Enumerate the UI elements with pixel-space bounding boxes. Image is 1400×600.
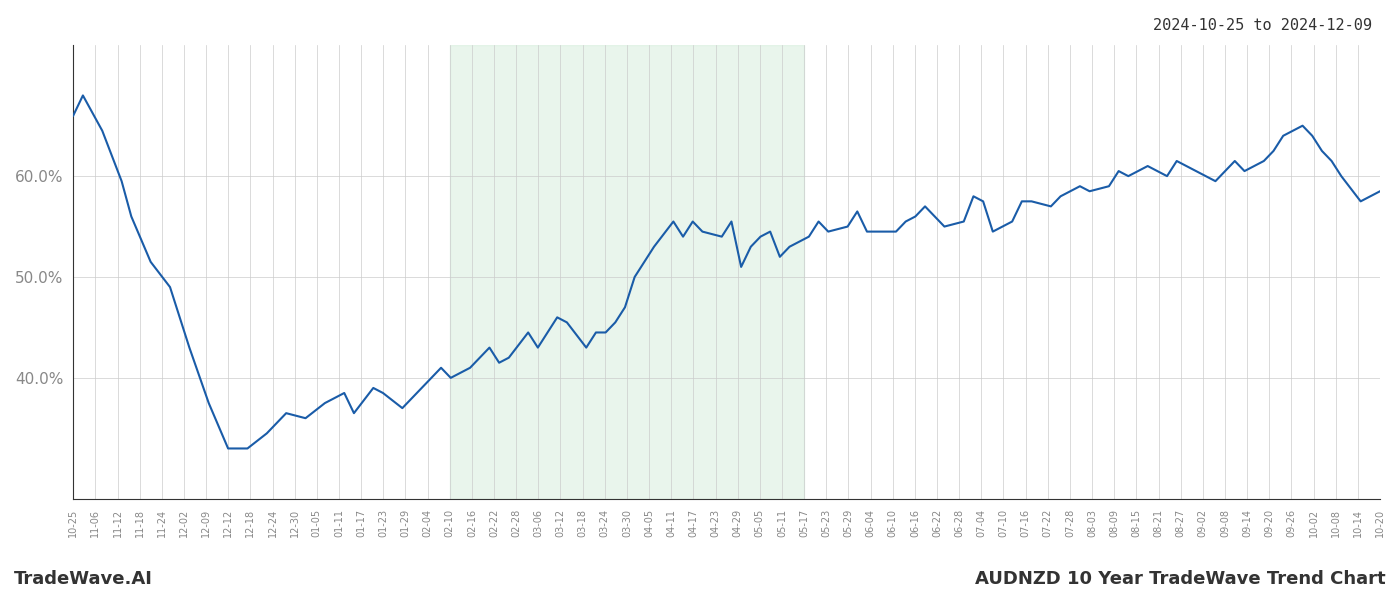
Text: 2024-10-25 to 2024-12-09: 2024-10-25 to 2024-12-09 (1154, 18, 1372, 33)
Bar (449, 45, 804, 499)
Text: AUDNZD 10 Year TradeWave Trend Chart: AUDNZD 10 Year TradeWave Trend Chart (976, 570, 1386, 588)
Text: TradeWave.AI: TradeWave.AI (14, 570, 153, 588)
